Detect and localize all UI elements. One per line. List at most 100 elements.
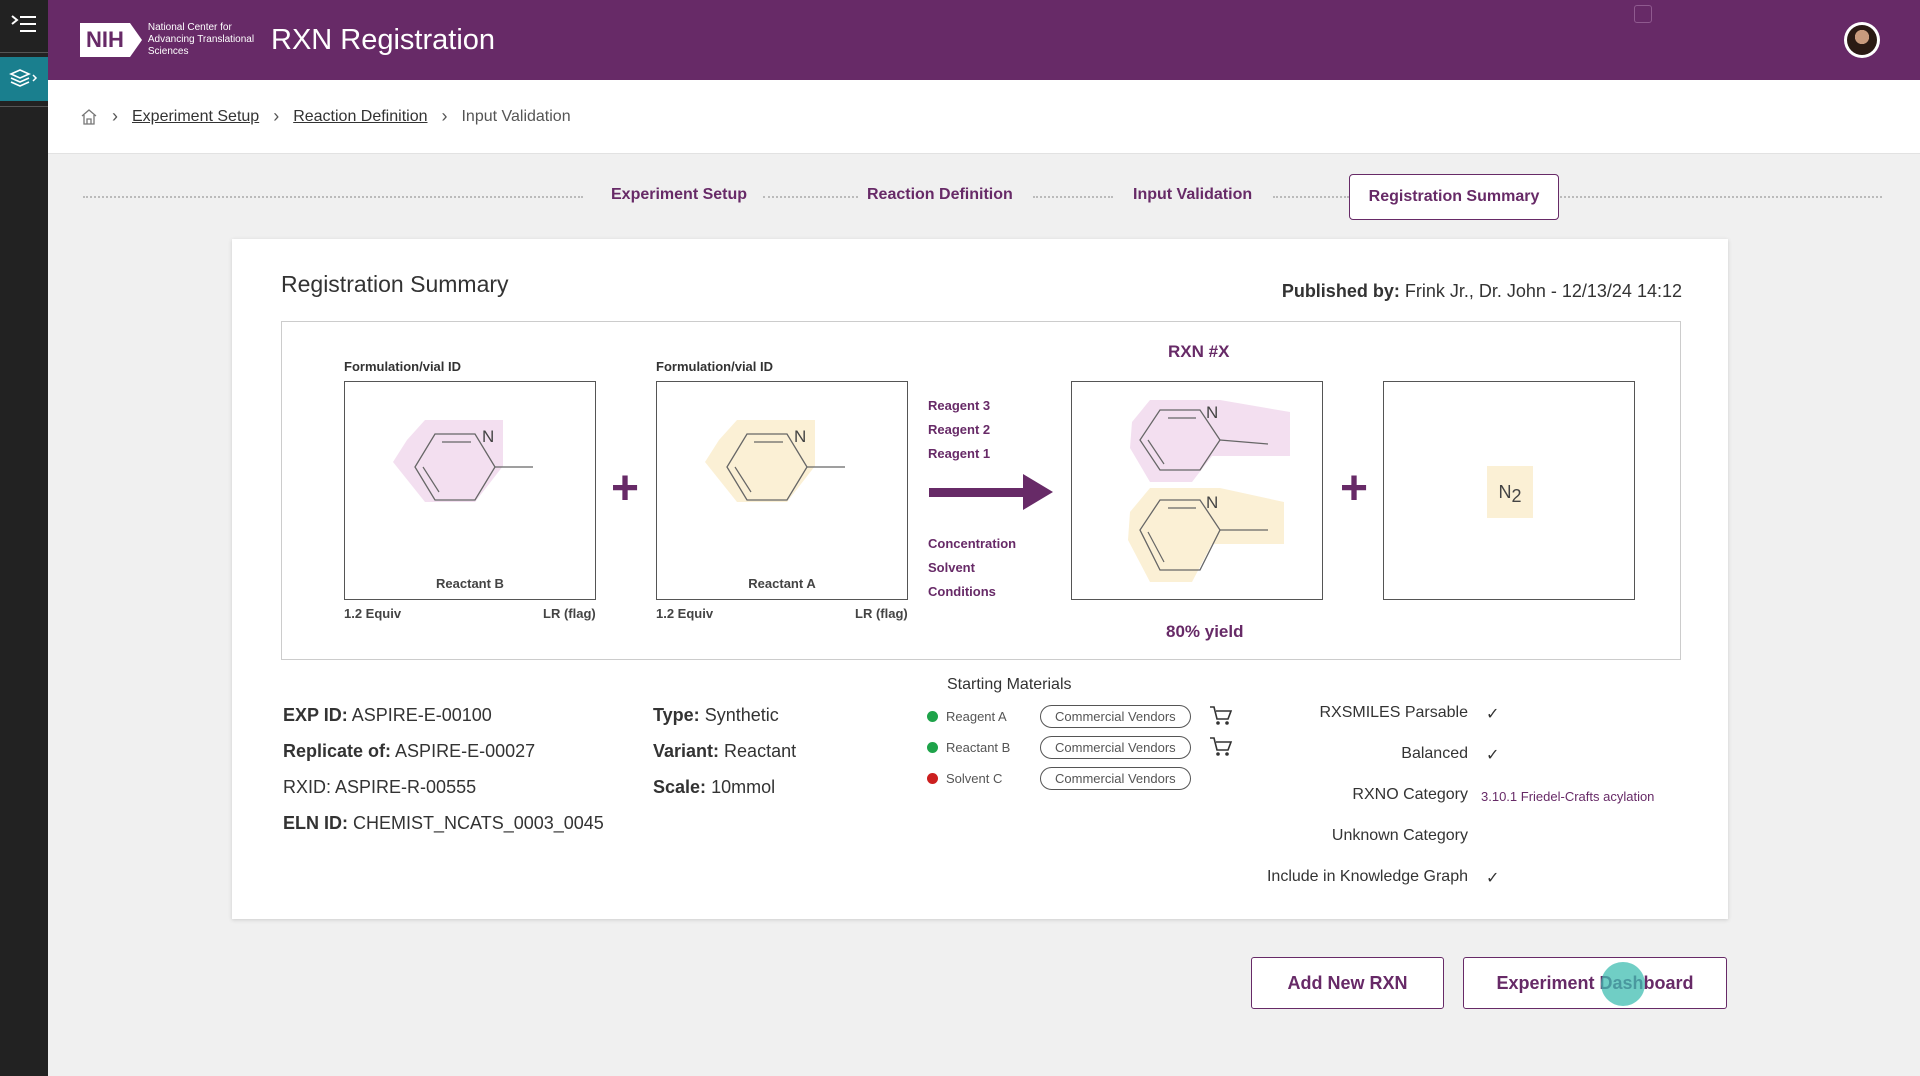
include-knowledge-graph-label: Include in Knowledge Graph — [1266, 868, 1468, 885]
status-dot-green — [927, 741, 938, 753]
reaction-scheme: Formulation/vial ID N Reactant B 1.2 Equ… — [281, 321, 1681, 660]
menu-toggle-button[interactable] — [0, 0, 48, 48]
home-icon[interactable] — [80, 108, 98, 126]
condition-list: Concentration Solvent Conditions — [928, 532, 1016, 604]
reagent-2: Reagent 2 — [928, 422, 991, 437]
variant-label: Variant: — [653, 741, 720, 761]
breadcrumb-reaction-definition[interactable]: Reaction Definition — [293, 107, 428, 125]
reactant-b-id-label: Formulation/vial ID — [344, 359, 462, 374]
reactant-b-flag: LR (flag) — [543, 606, 596, 621]
step-input-validation[interactable]: Input Validation — [1133, 186, 1253, 203]
rxn-number: RXN #X — [1168, 342, 1230, 361]
nitrogen-subscript: 2 — [1511, 485, 1522, 506]
experiment-dashboard-button[interactable]: Experiment Dashboard — [1463, 957, 1727, 1009]
reactant-a-name: Reactant A — [748, 576, 816, 591]
scale-value: 10mmol — [711, 777, 776, 797]
starting-material-row: Reagent A Commercial Vendors — [927, 704, 1233, 728]
reaction-scale: Scale: 10mmol — [653, 777, 775, 798]
nitrogen-symbol: N — [1498, 481, 1512, 502]
add-new-rxn-button[interactable]: Add New RXN — [1251, 957, 1444, 1009]
reagent-1: Reagent 1 — [928, 446, 991, 461]
step-registration-summary[interactable]: Registration Summary — [1349, 174, 1559, 220]
plus-icon: + — [611, 462, 640, 515]
nih-logo-mark: NIH — [80, 23, 142, 57]
eln-id: ELN ID: CHEMIST_NCATS_0003_0045 — [283, 813, 604, 834]
nih-logo: NIH National Center for Advancing Transl… — [80, 22, 258, 58]
check-icon: ✓ — [1486, 706, 1500, 723]
stepper-dots — [1033, 196, 1113, 198]
pyridine-structure-pink: N — [393, 420, 533, 502]
registration-summary-card: Registration Summary Published by: Frink… — [232, 239, 1728, 919]
material-name: Reagent A — [946, 708, 1007, 724]
app-header: NIH National Center for Advancing Transl… — [48, 0, 1920, 80]
user-avatar[interactable] — [1844, 22, 1880, 58]
vendor-chip[interactable]: Commercial Vendors — [1040, 735, 1191, 759]
vendor-chip[interactable]: Commercial Vendors — [1040, 766, 1191, 790]
nitrogen-label: N — [1206, 403, 1218, 422]
bipyridine-structure: N N — [1128, 400, 1290, 582]
published-value: Frink Jr., Dr. John - 12/13/24 14:12 — [1404, 281, 1682, 301]
cart-icon[interactable] — [1209, 736, 1233, 758]
reactant-a-equiv: 1.2 Equiv — [656, 606, 714, 621]
step-experiment-setup[interactable]: Experiment Setup — [611, 186, 748, 203]
rxid-value: ASPIRE-R-00555 — [335, 777, 477, 797]
material-name: Reactant B — [946, 739, 1011, 755]
exp-id-value: ASPIRE-E-00100 — [351, 705, 492, 725]
check-icon: ✓ — [1486, 870, 1500, 887]
rxid-label: RXID: — [283, 777, 332, 797]
chevron-right-icon: › — [441, 106, 448, 126]
header-checkbox[interactable] — [1634, 5, 1652, 23]
nitrogen-label: N — [794, 427, 806, 446]
replicate-label: Replicate of: — [283, 741, 392, 761]
card-title: Registration Summary — [281, 271, 509, 297]
exp-id: EXP ID: ASPIRE-E-00100 — [283, 705, 492, 726]
chevron-right-icon: › — [273, 106, 280, 126]
eln-label: ELN ID: — [283, 813, 348, 833]
reactant-a-structure[interactable]: N Reactant A — [656, 381, 908, 600]
solvent-label: Solvent — [928, 560, 975, 575]
vendor-chip[interactable]: Commercial Vendors — [1040, 704, 1191, 728]
concentration-label: Concentration — [928, 536, 1017, 551]
stepper-dots — [83, 196, 583, 198]
stepper-dots — [1273, 196, 1349, 198]
rxsmiles-parsable-label: RXSMILES Parsable — [1319, 704, 1468, 721]
avatar-photo — [1847, 25, 1877, 55]
variant-value: Reactant — [724, 741, 797, 761]
scale-label: Scale: — [653, 777, 707, 797]
balanced-label: Balanced — [1401, 745, 1468, 762]
breadcrumb-experiment-setup[interactable]: Experiment Setup — [132, 107, 260, 125]
reactant-b-structure[interactable]: N Reactant B — [344, 381, 596, 600]
nih-logo-subtitle: National Center for Advancing Translatio… — [147, 22, 255, 57]
nitrogen-label: N — [482, 427, 494, 446]
chevron-right-icon: › — [112, 106, 118, 126]
exp-id-label: EXP ID: — [283, 705, 348, 725]
rail-divider — [0, 106, 48, 107]
status-dot-green — [927, 710, 938, 722]
layers-nav-button[interactable] — [0, 57, 48, 101]
cart-icon[interactable] — [1209, 705, 1233, 727]
replicate-value: ASPIRE-E-00027 — [395, 741, 536, 761]
starting-material-row: Solvent C Commercial Vendors — [927, 766, 1191, 790]
reaction-type: Type: Synthetic — [653, 705, 779, 726]
starting-materials-title: Starting Materials — [947, 676, 1072, 693]
published-by: Published by: Frink Jr., Dr. John - 12/1… — [1282, 281, 1682, 302]
type-value: Synthetic — [704, 705, 779, 725]
reactant-b-name: Reactant B — [436, 576, 504, 591]
product-structure[interactable]: N N — [1071, 381, 1323, 600]
unknown-category-label: Unknown Category — [1331, 827, 1468, 844]
nitrogen-label: N — [1206, 493, 1218, 512]
reactant-a-flag: LR (flag) — [855, 606, 908, 621]
left-rail — [0, 0, 48, 1076]
layers-icon — [9, 69, 38, 87]
breadcrumb: › Experiment Setup › Reaction Definition… — [48, 80, 1920, 154]
check-icon: ✓ — [1486, 747, 1500, 764]
reaction-arrow-icon — [929, 474, 1053, 510]
status-dot-red — [927, 772, 938, 784]
conditions-label: Conditions — [928, 584, 996, 599]
reagent-list: Reagent 3 Reagent 2 Reagent 1 — [928, 394, 990, 466]
step-reaction-definition[interactable]: Reaction Definition — [867, 186, 1013, 203]
menu-icon — [11, 15, 36, 32]
progress-stepper: Experiment Setup Reaction Definition Inp… — [48, 172, 1920, 222]
